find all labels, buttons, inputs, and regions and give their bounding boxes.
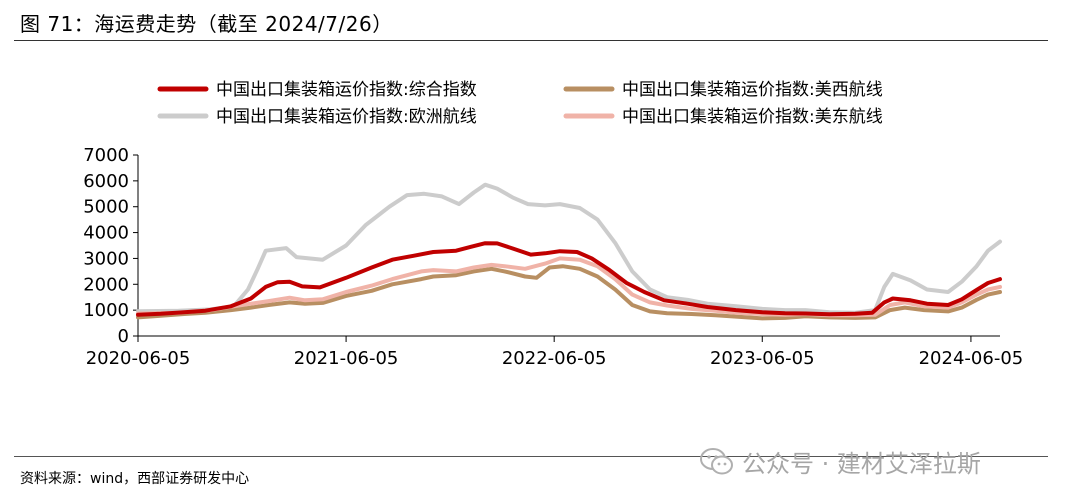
x-tick-label: 2020-06-05 xyxy=(86,348,191,369)
x-tick-label: 2023-06-05 xyxy=(710,348,815,369)
y-tick-label: 3000 xyxy=(83,248,129,269)
legend: 中国出口集装箱运价指数:综合指数 中国出口集装箱运价指数:美西航线中国出口集装箱运… xyxy=(160,80,883,127)
legend-label-4: 中国出口集装箱运价指数:美东航线 xyxy=(622,107,883,127)
watermark: 公众号 · 建材艾泽拉斯 xyxy=(700,444,981,479)
x-axis: 2020-06-05 2021-06-05 2022-06-05 2023-06-05… xyxy=(86,336,1024,369)
y-tick-label: 6000 xyxy=(83,171,129,192)
y-tick-label: 2000 xyxy=(83,274,129,295)
x-tick-label: 2022-06-05 xyxy=(502,348,607,369)
wechat-icon xyxy=(700,447,734,477)
plot-lines xyxy=(138,185,1000,319)
series-line-3 xyxy=(138,185,1000,313)
y-tick-label: 5000 xyxy=(83,197,129,218)
freight-chart: 中国出口集装箱运价指数:综合指数 中国出口集装箱运价指数:美西航线中国出口集装箱运… xyxy=(0,0,1080,440)
y-tick-label: 0 xyxy=(118,326,129,347)
y-tick-label: 4000 xyxy=(83,223,129,244)
legend-label-3: 中国出口集装箱运价指数:欧洲航线 xyxy=(216,107,477,127)
x-tick-label: 2024-06-05 xyxy=(919,348,1024,369)
y-tick-label: 1000 xyxy=(83,300,129,321)
source-note: 资料来源：wind，西部证券研发中心 xyxy=(20,468,249,488)
y-tick-label: 7000 xyxy=(83,145,129,166)
watermark-text: 公众号 · 建材艾泽拉斯 xyxy=(742,444,981,479)
legend-label-1: 中国出口集装箱运价指数:综合指数 xyxy=(216,80,477,100)
x-tick-label: 2021-06-05 xyxy=(294,348,399,369)
legend-label-2: 中国出口集装箱运价指数:美西航线 xyxy=(622,80,883,100)
y-axis: 0 1000 2000 3000 4000 5000 6000 7000 xyxy=(83,145,138,347)
